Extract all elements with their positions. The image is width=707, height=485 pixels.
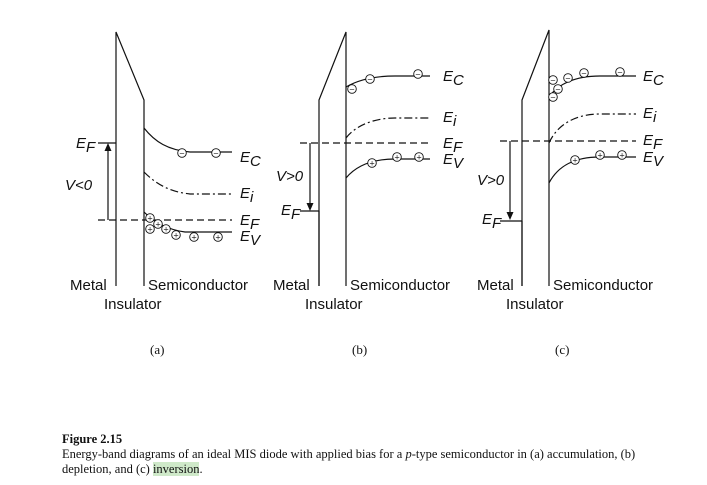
insulator-label: Insulator	[506, 296, 564, 313]
svg-text:+: +	[163, 226, 169, 234]
ef-metal-label: EF	[76, 135, 96, 156]
svg-text:−: −	[581, 70, 587, 78]
insulator-label: Insulator	[104, 296, 162, 313]
ec-label: EC	[443, 68, 464, 89]
electron: −	[548, 92, 558, 102]
hole: +	[595, 150, 605, 160]
panel-label-a: (a)	[150, 342, 164, 357]
svg-text:−: −	[550, 94, 556, 102]
ev-label: EV	[240, 228, 262, 249]
ef-semi-label: EF	[643, 132, 663, 153]
svg-text:+: +	[369, 160, 375, 168]
hole: +	[392, 152, 402, 162]
electron: −	[365, 74, 375, 84]
figure-caption: Figure 2.15 Energy-band diagrams of an i…	[62, 432, 682, 477]
svg-text:+: +	[416, 154, 422, 162]
svg-text:−: −	[367, 76, 373, 84]
hole: +	[367, 158, 377, 168]
hole: +	[145, 213, 155, 223]
svg-text:+: +	[394, 154, 400, 162]
hole: +	[213, 232, 223, 242]
hole: +	[145, 224, 155, 234]
ev-label: EV	[443, 151, 465, 172]
electron: −	[211, 148, 221, 158]
hole: +	[189, 232, 199, 242]
semiconductor-label: Semiconductor	[553, 277, 653, 294]
ei-label: Ei	[643, 105, 657, 126]
ec-label: EC	[240, 149, 261, 170]
svg-text:+: +	[155, 221, 161, 229]
caption-text-1: Energy-band diagrams of an ideal MIS dio…	[62, 447, 406, 461]
ef-semi-label: EF	[240, 212, 260, 233]
metal-label: Metal	[70, 277, 107, 294]
bias-label-a: V<0	[65, 177, 93, 194]
ec-label: EC	[643, 68, 664, 89]
hole: +	[171, 230, 181, 240]
svg-text:−: −	[617, 69, 623, 77]
caption-end: .	[199, 462, 203, 476]
svg-text:+: +	[191, 234, 197, 242]
svg-text:−: −	[179, 150, 185, 158]
semiconductor-label: Semiconductor	[148, 277, 248, 294]
svg-text:−: −	[349, 86, 355, 94]
svg-text:−: −	[213, 150, 219, 158]
figure-label: Figure 2.15	[62, 432, 123, 446]
hole: +	[414, 152, 424, 162]
metal-label: Metal	[477, 277, 514, 294]
caption-italic-p: p	[405, 447, 412, 461]
caption-highlight[interactable]: inversion	[152, 462, 200, 476]
bias-label-b: V>0	[276, 168, 304, 185]
ef-metal-label: EF	[281, 202, 301, 223]
hole: +	[617, 150, 627, 160]
svg-text:+: +	[173, 232, 179, 240]
ef-semi-label: EF	[443, 135, 463, 156]
ev-label: EV	[643, 149, 665, 170]
svg-text:−: −	[555, 86, 561, 94]
electron: −	[615, 67, 625, 77]
ei-label: Ei	[240, 185, 254, 206]
svg-text:+: +	[572, 157, 578, 165]
svg-text:+: +	[597, 152, 603, 160]
ei-label: Ei	[443, 109, 457, 130]
panel-label-b: (b)	[352, 342, 367, 357]
electron: −	[347, 84, 357, 94]
caption-text-2: -type semiconductor in (a) accumulation,…	[62, 447, 636, 476]
electron: −	[548, 75, 558, 85]
svg-text:+: +	[147, 215, 153, 223]
hole: +	[161, 224, 171, 234]
electron: −	[579, 68, 589, 78]
electron: −	[553, 84, 563, 94]
ef-metal-label: EF	[482, 211, 502, 232]
semiconductor-label: Semiconductor	[350, 277, 450, 294]
hole: +	[570, 155, 580, 165]
svg-text:+: +	[215, 234, 221, 242]
hole: +	[153, 219, 163, 229]
svg-text:−: −	[415, 71, 421, 79]
bias-label-c: V>0	[477, 172, 505, 189]
electron: −	[563, 73, 573, 83]
panel-label-c: (c)	[555, 342, 569, 357]
insulator-label: Insulator	[305, 296, 363, 313]
svg-text:−: −	[565, 75, 571, 83]
electron: −	[413, 69, 423, 79]
svg-text:+: +	[619, 152, 625, 160]
electron: −	[177, 148, 187, 158]
svg-text:+: +	[147, 226, 153, 234]
svg-text:−: −	[550, 77, 556, 85]
metal-label: Metal	[273, 277, 310, 294]
